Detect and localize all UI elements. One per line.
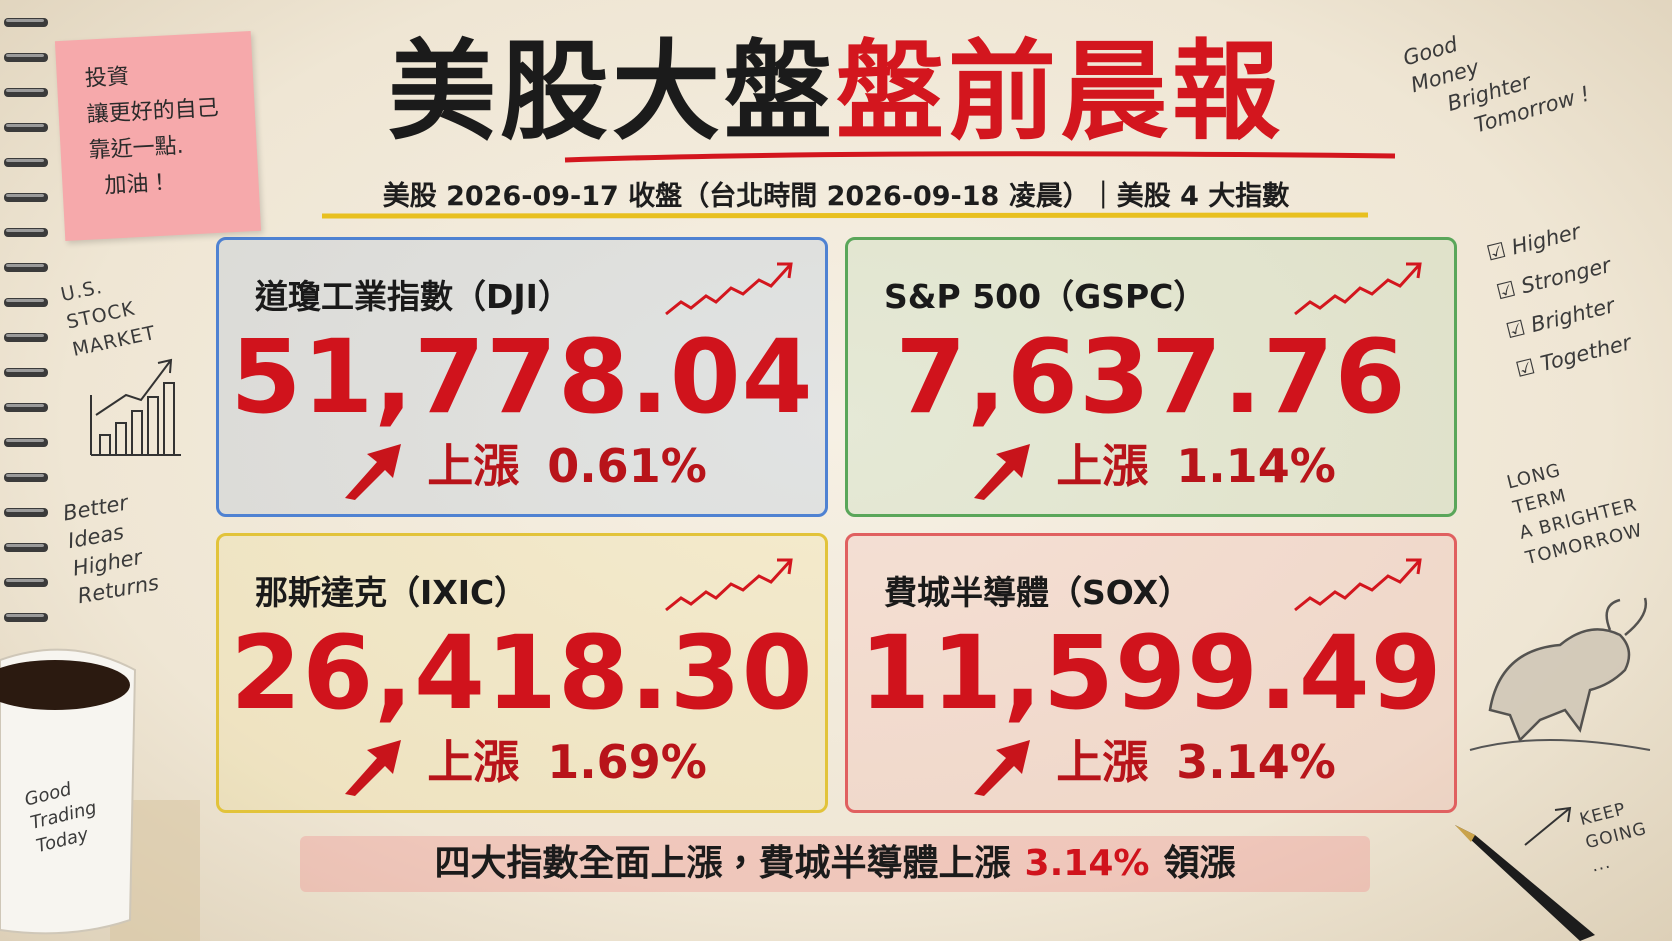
change-percent: 3.14%	[1176, 735, 1336, 789]
sparkline	[665, 262, 793, 316]
footer-suffix: 領漲	[1163, 843, 1236, 884]
title-black: 美股大盤	[387, 30, 836, 155]
doodle-long-term: LONG TERM A BRIGHTER TOMORROW	[1504, 442, 1646, 572]
sparkline	[1294, 262, 1422, 316]
up-arrow	[345, 443, 402, 500]
index-value: 11,599.49	[859, 614, 1443, 733]
doodle-ideas: Better Ideas Higher Returns	[61, 486, 161, 611]
title: 美股大盤盤前晨報	[0, 28, 1672, 158]
up-arrow	[974, 443, 1031, 500]
index-value: 51,778.04	[230, 318, 814, 437]
sparkline-path	[1294, 262, 1422, 316]
change-percent: 1.69%	[547, 735, 707, 789]
binding	[0, 0, 60, 640]
index-card: 那斯達克（IXIC） 26,418.30 上漲 1.69%	[216, 533, 828, 813]
sparkline-path	[665, 558, 793, 612]
bull-sketch	[1469, 597, 1651, 751]
index-name: 那斯達克（IXIC）	[255, 573, 528, 612]
change-direction: 上漲	[1056, 735, 1149, 789]
title-red: 盤前晨報	[836, 30, 1285, 155]
change-percent: 1.14%	[1176, 439, 1336, 493]
coffee-cup	[0, 648, 200, 941]
sparkline	[1294, 558, 1422, 612]
subtitle: 美股 2026-09-17 收盤（台北時間 2026-09-18 凌晨）｜美股 …	[382, 181, 1290, 212]
sparkline	[665, 558, 793, 612]
footer-text: 四大指數全面上漲，費城半導體上漲	[434, 843, 1011, 884]
index-name: 道瓊工業指數（DJI）	[255, 277, 571, 316]
change-direction: 上漲	[1056, 439, 1149, 493]
doodle-market: U.S. STOCK MARKET	[58, 264, 158, 364]
change-direction: 上漲	[427, 439, 520, 493]
footer: 四大指數全面上漲，費城半導體上漲 3.14% 領漲	[300, 836, 1370, 892]
up-arrow-shape	[974, 739, 1031, 796]
index-value: 26,418.30	[230, 614, 814, 733]
sparkline-path	[665, 262, 793, 316]
index-change: 上漲 3.14%	[848, 732, 1454, 796]
index-card: 道瓊工業指數（DJI） 51,778.04 上漲 0.61%	[216, 237, 828, 517]
up-arrow	[974, 739, 1031, 796]
index-change: 上漲 0.61%	[219, 436, 825, 500]
footer-highlight: 3.14%	[1024, 843, 1150, 884]
index-card: 費城半導體（SOX） 11,599.49 上漲 3.14%	[845, 533, 1457, 813]
index-name: 費城半導體（SOX）	[884, 573, 1192, 612]
index-change: 上漲 1.69%	[219, 732, 825, 796]
index-card: S&P 500（GSPC） 7,637.76 上漲 1.14%	[845, 237, 1457, 517]
change-direction: 上漲	[427, 735, 520, 789]
note-line: 加油！	[103, 170, 172, 199]
bar-sketch	[90, 358, 181, 456]
up-arrow-shape	[974, 443, 1031, 500]
pen	[1455, 825, 1595, 941]
index-name: S&P 500（GSPC）	[884, 277, 1207, 316]
doodle-checklist: ☑ Higher ☑ Stronger ☑ Brighter ☑ Togethe…	[1482, 206, 1635, 390]
title-underline	[564, 151, 1396, 163]
sparkline-path	[1294, 558, 1422, 612]
doodle-arrow	[1524, 806, 1572, 846]
subtitle-underline	[321, 212, 1369, 219]
up-arrow-shape	[345, 739, 402, 796]
index-value: 7,637.76	[895, 318, 1407, 437]
sticky-note: 投資 讓更好的自己 靠近一點. 加油！	[54, 31, 262, 241]
up-arrow	[345, 739, 402, 796]
up-arrow-shape	[345, 443, 402, 500]
change-percent: 0.61%	[547, 439, 707, 493]
index-change: 上漲 1.14%	[848, 436, 1454, 500]
